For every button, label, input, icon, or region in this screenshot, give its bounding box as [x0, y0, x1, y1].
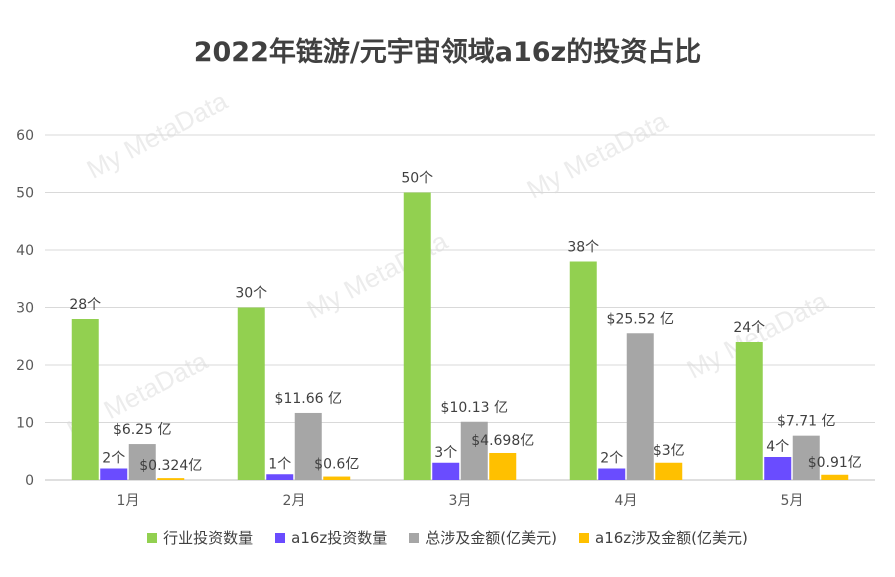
legend: 行业投资数量 a16z投资数量 总涉及金额(亿美元) a16z涉及金额(亿美元) [0, 527, 895, 548]
bar [237, 307, 265, 480]
bar [655, 462, 683, 480]
legend-swatch [579, 532, 590, 543]
legend-item: a16z投资数量 [275, 527, 387, 548]
data-label: $3亿 [653, 443, 685, 459]
y-tick-label: 20 [16, 358, 34, 374]
x-tick-label: 4月 [615, 493, 638, 509]
legend-label: 行业投资数量 [163, 529, 254, 547]
data-label: 2个 [102, 451, 125, 467]
legend-label: 总涉及金额(亿美元) [425, 529, 558, 547]
data-label: $11.66 亿 [275, 391, 342, 407]
bar [294, 412, 322, 480]
y-tick-label: 10 [16, 416, 34, 432]
data-label: 24个 [733, 320, 765, 336]
bar [71, 319, 99, 480]
x-tick-label: 5月 [781, 493, 804, 509]
bar [598, 468, 626, 480]
bar [460, 421, 488, 480]
data-label: 38个 [567, 240, 599, 256]
legend-swatch [409, 532, 420, 543]
bar [157, 478, 185, 480]
bar [764, 457, 792, 480]
bar [489, 452, 517, 480]
legend-label: a16z涉及金额(亿美元) [595, 529, 748, 547]
bar [821, 474, 849, 480]
data-label: $7.71 亿 [777, 414, 836, 430]
data-label: 50个 [401, 171, 433, 187]
data-label: $0.324亿 [139, 458, 202, 474]
bar [432, 462, 460, 480]
bar [266, 474, 294, 480]
y-tick-label: 60 [16, 128, 34, 144]
data-label: 2个 [600, 451, 623, 467]
bar [403, 192, 431, 480]
bar [100, 468, 128, 480]
bar [792, 435, 820, 480]
data-label: $4.698亿 [471, 433, 534, 449]
y-tick-label: 50 [16, 186, 34, 202]
bar [626, 333, 654, 480]
data-label: $0.6亿 [314, 457, 359, 473]
data-label: $25.52 亿 [607, 311, 674, 327]
bar [735, 342, 763, 480]
bar [128, 444, 156, 480]
legend-swatch [275, 532, 286, 543]
data-label: $6.25 亿 [113, 422, 172, 438]
data-label: $0.91亿 [808, 455, 862, 471]
legend-item: 总涉及金额(亿美元) [409, 527, 557, 548]
data-label: 3个 [434, 445, 457, 461]
chart-title: 2022年链游/元宇宙领域a16z的投资占比 [193, 37, 702, 68]
data-label: 28个 [69, 297, 101, 313]
bar [323, 476, 351, 480]
legend-item: a16z涉及金额(亿美元) [579, 527, 748, 548]
y-tick-label: 30 [16, 301, 34, 317]
x-tick-label: 1月 [117, 493, 140, 509]
legend-swatch [147, 532, 158, 543]
y-tick-label: 0 [25, 473, 34, 489]
x-tick-label: 2月 [283, 493, 306, 509]
data-label: 30个 [235, 286, 267, 302]
data-label: $10.13 亿 [441, 400, 508, 416]
legend-label: a16z投资数量 [291, 529, 388, 547]
data-label: 1个 [268, 456, 291, 472]
legend-item: 行业投资数量 [147, 527, 253, 548]
bar [569, 261, 597, 480]
y-tick-label: 40 [16, 243, 34, 259]
x-tick-label: 3月 [449, 493, 472, 509]
data-label: 4个 [766, 439, 789, 455]
